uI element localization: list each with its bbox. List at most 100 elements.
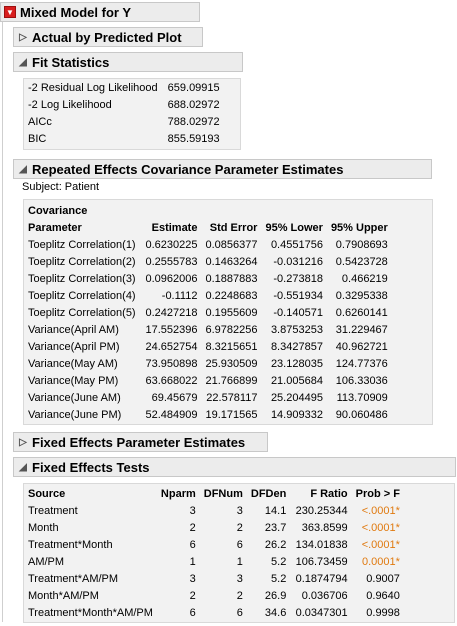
fet-nparm: 2 [189, 522, 196, 534]
fet-dfnum: 2 [236, 522, 243, 534]
fet-fratio: 134.01838 [295, 539, 348, 551]
cov-lower: -0.140571 [273, 307, 323, 319]
cov-upper: 0.5423728 [335, 256, 388, 268]
disclosure-open-icon[interactable]: ◢ [19, 56, 27, 68]
repeated-effects-title: Repeated Effects Covariance Parameter Es… [32, 161, 344, 177]
fixed-effects-params-header[interactable]: ▷ Fixed Effects Parameter Estimates [13, 432, 268, 452]
fet-dfden: 26.9 [264, 590, 287, 602]
table-row: Variance(April PM) 24.652754 8.3215651 8.34… [24, 339, 392, 356]
fit-statistics-table: -2 Residual Log Likelihood 659.09915 -2 Lo… [24, 80, 224, 148]
cov-upper: 40.962721 [335, 341, 388, 353]
actual-by-predicted-header[interactable]: ▷ Actual by Predicted Plot [13, 27, 203, 47]
table-row: Variance(June PM) 52.484909 19.171565 14.90… [24, 407, 392, 424]
cov-estimate: 63.668022 [145, 375, 198, 387]
cov-param: Variance(June PM) [28, 409, 122, 421]
fit-stat-label: -2 Residual Log Likelihood [28, 82, 158, 94]
fet-nparm: 3 [189, 505, 196, 517]
cov-estimate: 17.552396 [145, 324, 198, 336]
cov-param: Variance(May PM) [28, 375, 119, 387]
table-row: Variance(May AM) 73.950898 25.930509 23.128… [24, 356, 392, 373]
cov-lower: 25.204495 [270, 392, 323, 404]
fet-nparm: 3 [189, 573, 196, 585]
cov-upper: 106.33036 [335, 375, 388, 387]
table-row: Toeplitz Correlation(3) 0.0962006 0.188788… [24, 271, 392, 288]
fet-source: Month*AM/PM [28, 590, 99, 602]
cov-std-error: 25.930509 [205, 358, 258, 370]
cov-upper: 0.6260141 [335, 307, 388, 319]
fet-prob: <.0001* [361, 505, 400, 517]
table-row: Treatment 3 3 14.1 230.25344 <.0001* [24, 503, 404, 520]
fit-stat-label: BIC [28, 133, 47, 145]
cov-estimate: 0.6230225 [145, 239, 198, 251]
cov-param: Toeplitz Correlation(4) [28, 290, 136, 302]
col-header-dfnum: DFNum [203, 488, 243, 500]
col-header-prob: Prob > F [355, 488, 400, 500]
cov-std-error: 8.3215651 [205, 341, 258, 353]
fet-prob: 0.0001* [361, 556, 400, 568]
fit-statistics-title: Fit Statistics [32, 54, 110, 70]
fet-dfden: 5.2 [271, 573, 287, 585]
cov-upper: 0.7908693 [335, 239, 388, 251]
cov-lower: -0.031216 [273, 256, 323, 268]
table-row: Toeplitz Correlation(5) 0.2427218 0.195560… [24, 305, 392, 322]
cov-estimate: 73.950898 [145, 358, 198, 370]
cov-estimate: 52.484909 [145, 409, 198, 421]
disclosure-closed-icon[interactable]: ▷ [19, 436, 27, 448]
fet-dfden: 23.7 [264, 522, 287, 534]
col-header-estimate: Estimate [151, 222, 198, 234]
fet-dfnum: 6 [236, 539, 243, 551]
fet-source: Treatment [28, 505, 78, 517]
actual-by-predicted-title: Actual by Predicted Plot [32, 29, 182, 45]
cov-upper: 113.70909 [336, 392, 388, 404]
fet-nparm: 1 [189, 556, 196, 568]
fet-source: Treatment*AM/PM [28, 573, 119, 585]
table-row: -2 Log Likelihood 688.02972 [24, 97, 224, 114]
cov-param: Toeplitz Correlation(5) [28, 307, 136, 319]
fixed-effects-tests-header[interactable]: ◢ Fixed Effects Tests [13, 457, 456, 477]
report-header[interactable]: ▼ Mixed Model for Y [0, 2, 200, 22]
col-header-nparm: Nparm [160, 488, 196, 500]
fet-fratio: 106.73459 [295, 556, 348, 568]
cov-lower: 3.8753253 [270, 324, 323, 336]
cov-lower: 8.3427857 [270, 341, 323, 353]
cov-estimate: 69.45679 [151, 392, 198, 404]
fet-prob: 0.9007 [366, 573, 400, 585]
fit-statistics-panel: -2 Residual Log Likelihood 659.09915 -2 Lo… [23, 78, 241, 150]
table-row: Variance(May PM) 63.668022 21.766899 21.005… [24, 373, 392, 390]
table-row: Month*AM/PM 2 2 26.9 0.036706 0.9640 [24, 588, 404, 605]
table-row: Treatment*AM/PM 3 3 5.2 0.1874794 0.9007 [24, 571, 404, 588]
table-row: Variance(April AM) 17.552396 6.9782256 3.87… [24, 322, 392, 339]
fet-fratio: 363.8599 [301, 522, 348, 534]
table-row: Toeplitz Correlation(1) 0.6230225 0.085637… [24, 237, 392, 254]
disclosure-open-icon[interactable]: ◢ [19, 163, 27, 175]
fet-source: AM/PM [28, 556, 65, 568]
fit-stat-value: 855.59193 [167, 133, 220, 145]
fet-dfden: 14.1 [264, 505, 287, 517]
fet-dfnum: 1 [236, 556, 243, 568]
disclosure-open-icon[interactable]: ◢ [19, 461, 27, 473]
covariance-panel: Covariance Parameter Estimate Std Error … [23, 199, 433, 425]
table-row: Treatment*Month*AM/PM 6 6 34.6 0.0347301 0.99… [24, 605, 404, 622]
cov-estimate: 24.652754 [145, 341, 198, 353]
col-header-dfden: DFDen [250, 488, 287, 500]
red-triangle-icon[interactable]: ▼ [4, 6, 16, 18]
table-row: Variance(June AM) 69.45679 22.578117 25.204… [24, 390, 392, 407]
cov-param: Variance(April PM) [28, 341, 120, 353]
fixed-effects-tests-table: Source Nparm DFNum DFDen F Ratio Prob > … [24, 486, 404, 622]
fet-nparm: 6 [189, 539, 196, 551]
repeated-effects-header[interactable]: ◢ Repeated Effects Covariance Parameter … [13, 159, 432, 179]
cov-std-error: 19.171565 [205, 409, 258, 421]
fet-source: Treatment*Month*AM/PM [28, 607, 153, 619]
fet-fratio: 0.1874794 [295, 573, 348, 585]
cov-lower: 21.005684 [270, 375, 323, 387]
col-header-lower: 95% Lower [265, 222, 323, 234]
fet-source: Month [28, 522, 59, 534]
cov-std-error: 6.9782256 [205, 324, 258, 336]
fet-dfnum: 6 [236, 607, 243, 619]
cov-upper: 0.466219 [341, 273, 388, 285]
fit-statistics-header[interactable]: ◢ Fit Statistics [13, 52, 243, 72]
disclosure-closed-icon[interactable]: ▷ [19, 31, 27, 43]
fit-stat-value: 788.02972 [167, 116, 220, 128]
fet-fratio: 0.0347301 [295, 607, 348, 619]
cov-param: Variance(April AM) [28, 324, 119, 336]
